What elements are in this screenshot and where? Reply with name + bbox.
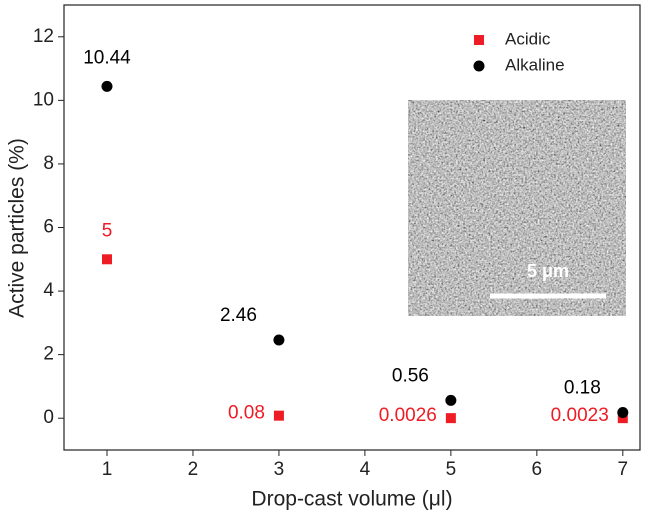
data-label: 0.0026: [379, 405, 437, 426]
data-label: 0.0023: [551, 405, 609, 426]
point: [101, 80, 113, 92]
data-label: 0.18: [564, 378, 601, 399]
point: [445, 394, 457, 406]
y-axis-label: Active particles (%): [6, 138, 29, 318]
x-tick-label: 5: [446, 459, 457, 480]
y-tick-label: 4: [43, 280, 54, 301]
data-label: 0.08: [228, 403, 265, 424]
x-tick-label: 6: [532, 459, 543, 480]
point: [273, 334, 285, 346]
data-label: 10.44: [83, 47, 131, 68]
y-tick-label: 10: [33, 89, 54, 110]
legend-label: Acidic: [505, 29, 551, 48]
x-tick-label: 7: [618, 459, 629, 480]
legend-label: Alkaline: [505, 55, 565, 74]
legend-marker: [474, 35, 484, 45]
data-label: 0.56: [392, 365, 429, 386]
point: [101, 254, 112, 265]
point: [273, 410, 284, 421]
x-tick-label: 2: [188, 459, 199, 480]
x-axis-label: Drop-cast volume (μl): [251, 488, 452, 511]
point: [617, 413, 628, 424]
inset-image: 5 μm: [408, 100, 626, 316]
data-label: 2.46: [220, 305, 257, 326]
y-tick-label: 6: [43, 217, 54, 238]
x-tick-label: 4: [360, 459, 371, 480]
point: [445, 413, 456, 424]
x-tick-label: 3: [274, 459, 285, 480]
point: [617, 406, 629, 418]
scale-bar-label: 5 μm: [527, 261, 569, 281]
y-tick-label: 12: [33, 26, 54, 47]
x-tick-label: 1: [102, 459, 113, 480]
y-tick-label: 2: [43, 344, 54, 365]
y-tick-label: 8: [43, 153, 54, 174]
legend-marker: [473, 60, 485, 72]
y-tick-label: 0: [43, 407, 54, 428]
data-label: 5: [102, 220, 113, 241]
